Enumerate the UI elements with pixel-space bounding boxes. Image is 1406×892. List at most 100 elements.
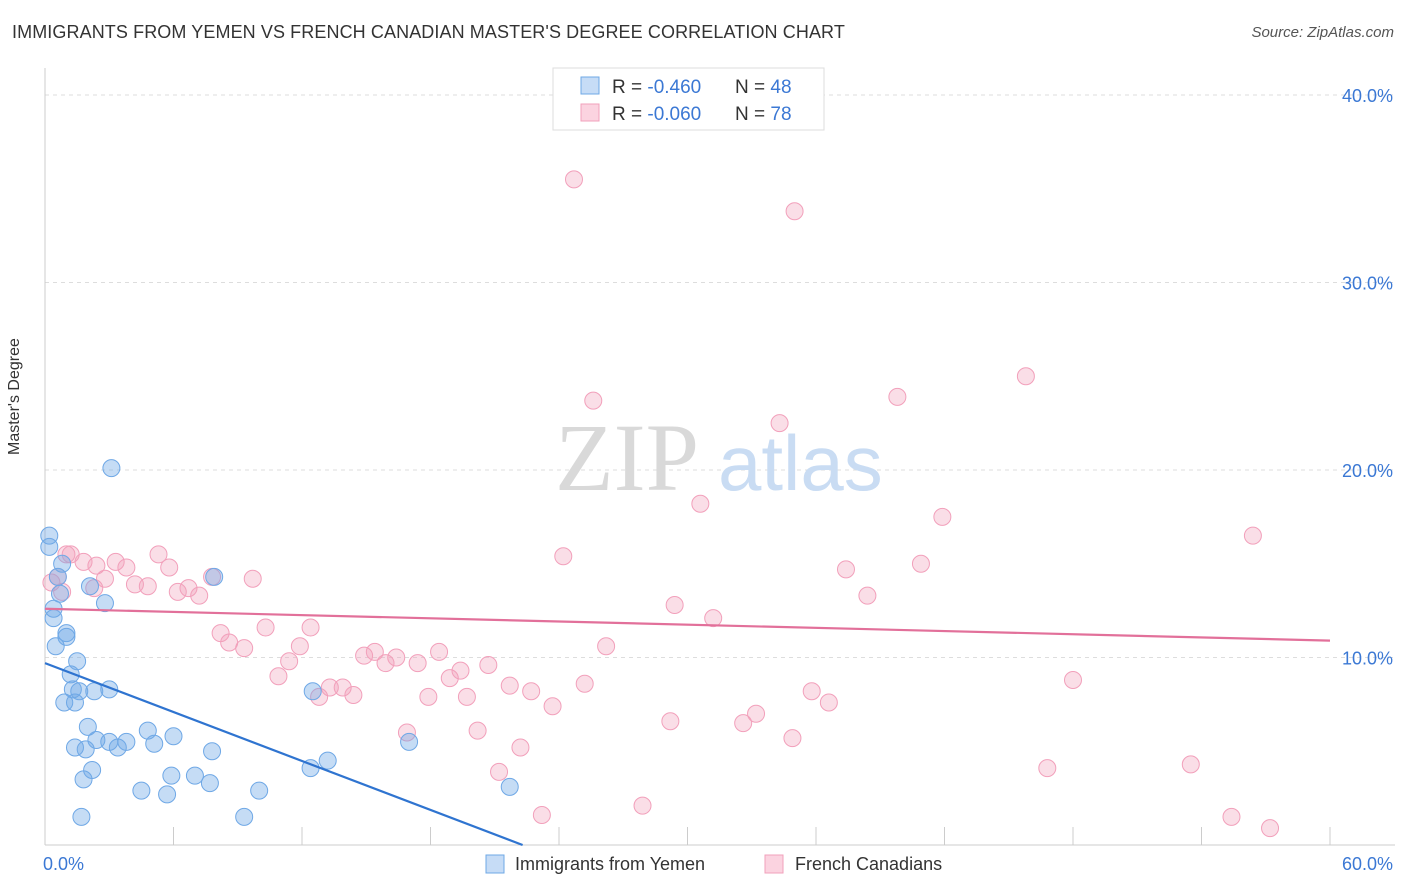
yemen-point-38 <box>200 774 219 793</box>
french-point-54 <box>584 391 603 410</box>
stats-n-value-yemen: 48 <box>770 77 791 98</box>
french-point-31 <box>344 686 363 704</box>
legend-swatch-yemen <box>485 854 505 874</box>
french-point-68 <box>836 560 855 579</box>
french-point-42 <box>457 687 476 706</box>
yemen-point-35 <box>162 766 181 785</box>
yemen-point-12 <box>63 680 82 699</box>
yemen-point-29 <box>108 738 127 757</box>
french-point-51 <box>554 547 573 566</box>
svg-text:R = -0.060: R = -0.060 <box>612 104 701 125</box>
french-point-66 <box>802 682 821 701</box>
x-tick-label-0: 0.0% <box>43 854 84 874</box>
yemen-point-46 <box>400 732 419 751</box>
french-point-48 <box>522 682 541 701</box>
watermark-atlas: atlas <box>718 419 883 507</box>
french-point-76 <box>1181 755 1200 774</box>
svg-text:N = 78: N = 78 <box>735 104 792 125</box>
stats-r-label-french: R = <box>612 104 647 125</box>
stats-r-value-french: -0.060 <box>647 104 701 125</box>
yemen-point-40 <box>205 567 224 586</box>
y-tick-label-1: 20.0% <box>1342 461 1393 481</box>
french-point-10 <box>117 558 136 577</box>
french-point-13 <box>149 545 168 564</box>
tick-labels: 10.0% 20.0% 30.0% 40.0% 0.0% 60.0% <box>43 86 1393 874</box>
french-point-77 <box>1243 526 1262 545</box>
french-point-62 <box>747 704 766 723</box>
legend-label-french: French Canadians <box>795 854 942 874</box>
french-point-45 <box>490 762 509 781</box>
french-point-75 <box>1064 671 1082 689</box>
french-point-56 <box>633 796 652 815</box>
french-point-63 <box>770 414 789 433</box>
french-point-24 <box>269 667 288 686</box>
yemen-point-37 <box>185 766 204 785</box>
french-point-73 <box>1016 367 1035 386</box>
yemen-point-30 <box>117 732 136 751</box>
french-point-67 <box>819 693 838 712</box>
french-point-70 <box>888 387 907 406</box>
french-point-44 <box>479 656 498 674</box>
french-point-38 <box>419 687 438 706</box>
french-point-71 <box>911 554 930 573</box>
french-point-25 <box>280 652 299 671</box>
french-point-34 <box>376 654 395 673</box>
yemen-point-13 <box>65 693 84 712</box>
french-point-37 <box>408 654 427 673</box>
chart-title: IMMIGRANTS FROM YEMEN VS FRENCH CANADIAN… <box>12 22 845 42</box>
yemen-points <box>40 459 519 826</box>
french-point-8 <box>95 569 114 588</box>
french-point-33 <box>365 642 384 661</box>
french-point-30 <box>333 678 352 697</box>
french-point-35 <box>387 648 406 667</box>
trend-lines <box>44 607 1331 847</box>
yemen-point-8 <box>55 693 74 712</box>
watermark: ZIP atlas <box>555 404 883 511</box>
french-point-14 <box>160 558 179 577</box>
stats-legend: R = -0.460 N = 48 R = -0.060 N = 78 <box>552 67 825 131</box>
french-point-47 <box>511 738 530 757</box>
french-points <box>42 170 1280 838</box>
french-point-22 <box>243 569 262 588</box>
yemen-point-3 <box>44 609 63 628</box>
french-point-52 <box>564 170 583 189</box>
french-point-53 <box>575 674 594 693</box>
yemen-point-25 <box>95 594 114 613</box>
french-point-23 <box>256 618 275 637</box>
french-point-50 <box>543 697 562 716</box>
yemen-point-20 <box>78 717 97 736</box>
french-point-79 <box>1261 819 1280 838</box>
french-point-61 <box>734 714 753 733</box>
yemen-point-22 <box>83 761 102 779</box>
yemen-point-6 <box>50 584 69 603</box>
yemen-point-31 <box>132 781 151 800</box>
svg-text:N = 48: N = 48 <box>735 77 792 98</box>
yemen-point-10 <box>57 624 76 643</box>
y-tick-label-3: 40.0% <box>1342 86 1393 106</box>
french-point-59 <box>691 494 710 513</box>
yemen-point-7 <box>53 554 72 573</box>
yemen-point-34 <box>158 785 177 804</box>
yemen-trend-line <box>44 662 523 847</box>
watermark-zip: ZIP <box>555 404 699 511</box>
stats-r-value-yemen: -0.460 <box>647 77 701 98</box>
french-point-16 <box>179 579 198 598</box>
french-trend-line <box>44 607 1331 642</box>
yemen-point-42 <box>250 781 269 800</box>
stats-n-label-yemen: N = <box>735 77 770 98</box>
french-point-9 <box>106 552 125 571</box>
yemen-point-9 <box>57 627 76 646</box>
french-point-26 <box>290 637 309 656</box>
french-point-41 <box>451 661 470 680</box>
french-point-64 <box>783 729 802 748</box>
yemen-point-45 <box>318 751 337 770</box>
french-point-20 <box>220 633 239 652</box>
french-point-72 <box>933 507 952 526</box>
legend-label-yemen: Immigrants from Yemen <box>515 854 705 874</box>
french-point-21 <box>235 639 254 658</box>
yemen-point-32 <box>138 721 157 740</box>
french-point-55 <box>597 637 616 656</box>
y-tick-label-2: 30.0% <box>1342 274 1393 294</box>
legend-swatch-french <box>764 854 784 874</box>
